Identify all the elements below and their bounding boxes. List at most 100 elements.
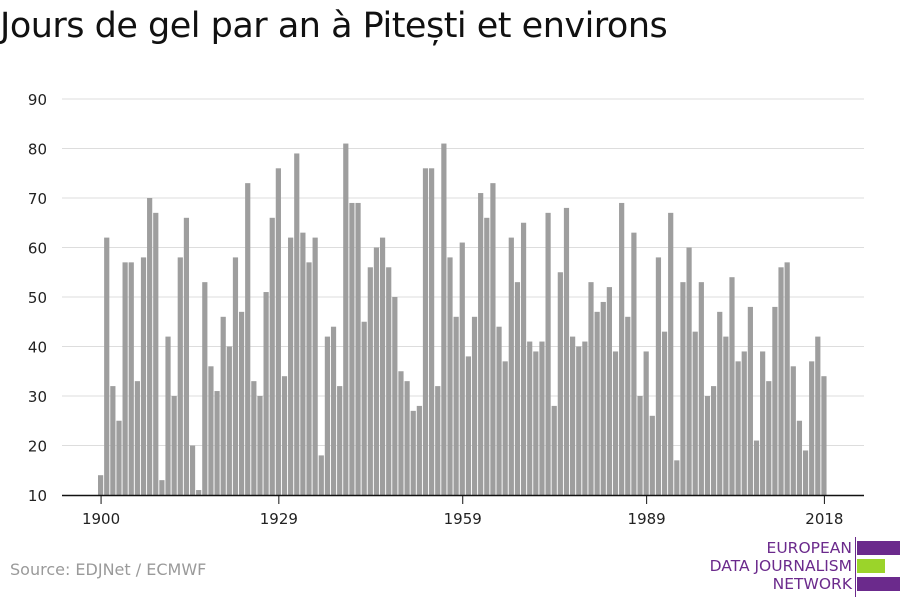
bar-2004 bbox=[735, 361, 741, 495]
bar-1932 bbox=[294, 153, 300, 495]
bar-1948 bbox=[392, 297, 398, 495]
bar-1962 bbox=[478, 193, 484, 496]
bar-1984 bbox=[612, 351, 619, 495]
y-tick-label: 10 bbox=[28, 487, 47, 505]
bar-1936 bbox=[318, 455, 324, 495]
bar-1946 bbox=[379, 237, 386, 495]
bar-1955 bbox=[435, 386, 441, 495]
bar-1977 bbox=[570, 336, 576, 495]
bar-1912 bbox=[171, 396, 177, 495]
chart-title: Jours de gel par an à Pitești et environ… bbox=[0, 6, 668, 46]
bar-1967 bbox=[508, 237, 514, 495]
bar-1991 bbox=[655, 257, 662, 495]
bar-1988 bbox=[637, 396, 643, 495]
bar-1953 bbox=[422, 168, 429, 496]
bar-1916 bbox=[196, 490, 202, 495]
bar-1969 bbox=[520, 222, 527, 495]
x-tick-label: 1900 bbox=[82, 510, 120, 528]
bar-1974 bbox=[551, 405, 557, 495]
bar-1915 bbox=[189, 445, 196, 495]
bar-1933 bbox=[300, 232, 306, 495]
bar-1926 bbox=[257, 396, 263, 495]
bar-1921 bbox=[226, 346, 232, 495]
bar-1987 bbox=[631, 232, 637, 495]
bar-1954 bbox=[429, 168, 435, 496]
bar-1999 bbox=[704, 396, 711, 495]
bar-2012 bbox=[784, 262, 790, 495]
y-tick-label: 70 bbox=[28, 190, 47, 208]
logo-line-1: EUROPEAN bbox=[766, 539, 852, 557]
bar-1907 bbox=[140, 257, 147, 495]
bar-1979 bbox=[582, 341, 588, 495]
bar-1913 bbox=[177, 257, 183, 495]
bar-1902 bbox=[110, 386, 116, 495]
logo-line-2: DATA JOURNALISM bbox=[709, 557, 852, 575]
bar-2009 bbox=[766, 381, 772, 495]
bar-1976 bbox=[563, 207, 570, 495]
bar-2015 bbox=[802, 450, 809, 495]
bar-1901 bbox=[104, 237, 110, 495]
bar-1951 bbox=[410, 410, 416, 495]
bar-1998 bbox=[698, 282, 704, 495]
bar-1986 bbox=[625, 316, 631, 495]
bar-1993 bbox=[668, 212, 674, 495]
bar-1965 bbox=[496, 326, 502, 495]
logo-block-bottom bbox=[857, 577, 900, 591]
bar-1949 bbox=[398, 371, 404, 495]
bar-1952 bbox=[416, 405, 422, 495]
bar-1934 bbox=[306, 262, 312, 495]
y-tick-label: 30 bbox=[28, 388, 47, 406]
logo-divider bbox=[855, 537, 856, 597]
bar-1928 bbox=[269, 217, 275, 496]
bar-1900 bbox=[98, 475, 104, 495]
bar-1920 bbox=[220, 316, 226, 495]
bar-1956 bbox=[441, 143, 447, 496]
bar-2007 bbox=[753, 440, 760, 495]
bar-1942 bbox=[355, 202, 361, 495]
bar-1937 bbox=[324, 336, 331, 495]
bar-1950 bbox=[404, 381, 410, 495]
bar-1990 bbox=[649, 415, 655, 495]
bar-1996 bbox=[686, 247, 692, 495]
bar-1972 bbox=[539, 341, 545, 495]
bar-2001 bbox=[717, 311, 723, 495]
bar-1918 bbox=[208, 366, 214, 495]
bar-1963 bbox=[484, 217, 490, 496]
bar-1973 bbox=[545, 212, 551, 495]
bar-1945 bbox=[373, 247, 380, 495]
bar-1980 bbox=[588, 282, 594, 495]
bar-1992 bbox=[661, 331, 668, 495]
bar-1935 bbox=[312, 237, 318, 495]
bar-1947 bbox=[386, 267, 392, 495]
bar-1929 bbox=[275, 168, 281, 496]
bar-1922 bbox=[232, 257, 239, 495]
bar-1968 bbox=[514, 282, 521, 495]
y-tick-label: 40 bbox=[28, 339, 47, 357]
bar-2000 bbox=[711, 386, 717, 495]
bar-1944 bbox=[367, 267, 373, 495]
y-tick-label: 20 bbox=[28, 438, 47, 456]
bar-1960 bbox=[465, 356, 471, 495]
bar-1983 bbox=[606, 287, 612, 495]
bar-2008 bbox=[760, 351, 766, 495]
edjnet-logo: EUROPEAN DATA JOURNALISM NETWORK bbox=[700, 537, 900, 597]
bar-1923 bbox=[238, 311, 245, 495]
logo-block-middle bbox=[857, 559, 885, 573]
bar-1975 bbox=[557, 272, 563, 495]
bar-1938 bbox=[330, 326, 337, 495]
bar-1964 bbox=[490, 183, 496, 495]
logo-line-3: NETWORK bbox=[772, 575, 852, 593]
axes: 10 20 30 40 50 60 70 80 90 1900 1929 1959 1989 2018 bbox=[28, 91, 864, 528]
bar-2006 bbox=[747, 306, 753, 495]
bar-1908 bbox=[147, 198, 153, 495]
bar-2013 bbox=[790, 366, 796, 495]
bar-2017 bbox=[815, 336, 821, 495]
bar-1958 bbox=[453, 316, 459, 495]
bar-1959 bbox=[459, 242, 465, 495]
bar-2016 bbox=[809, 361, 815, 495]
bar-2010 bbox=[772, 306, 778, 495]
bar-2014 bbox=[796, 420, 803, 495]
bar-1905 bbox=[128, 262, 134, 495]
bar-1924 bbox=[245, 183, 251, 495]
